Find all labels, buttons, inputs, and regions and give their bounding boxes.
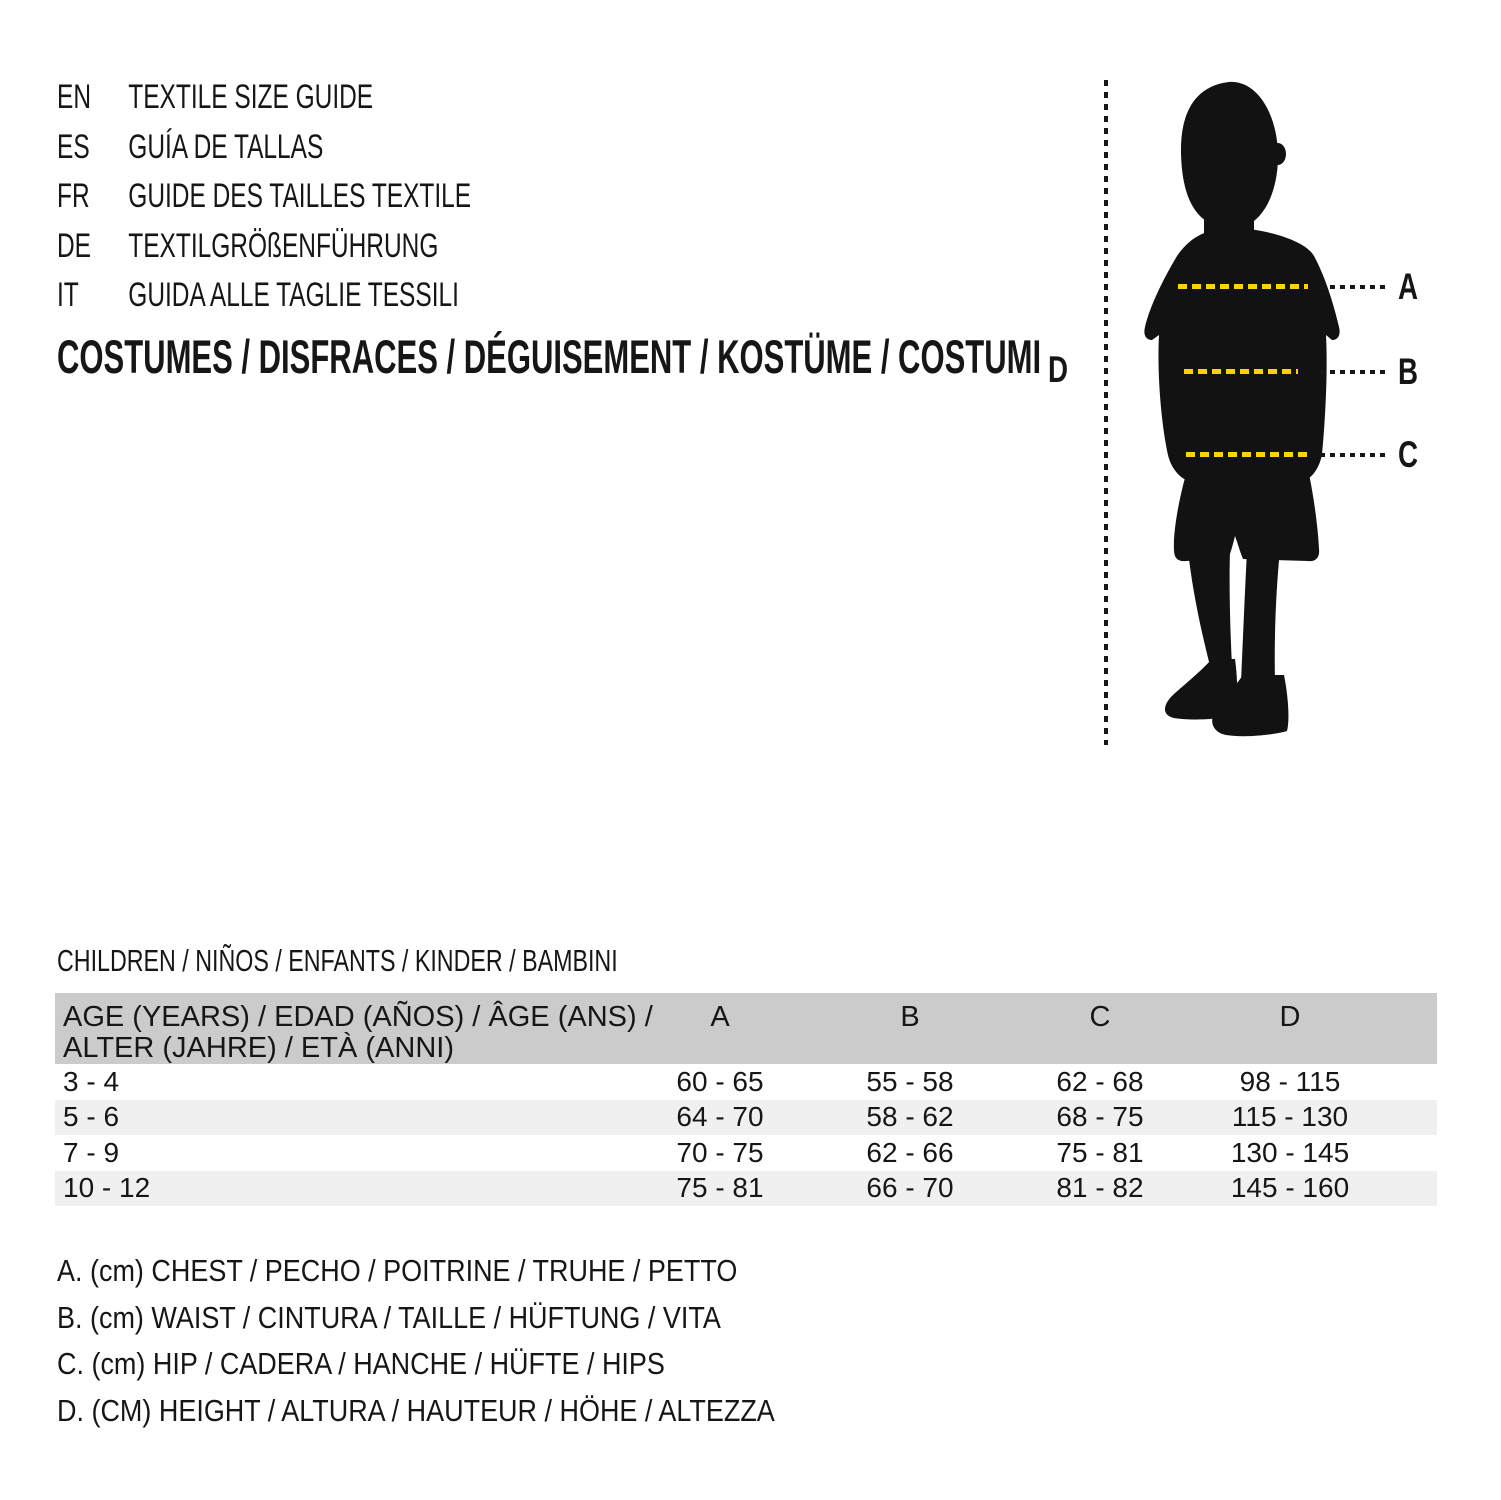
value-cell-b: 55 - 58 — [866, 1065, 954, 1097]
language-label: TEXTILE SIZE GUIDE — [128, 78, 374, 117]
language-code: DE — [57, 226, 92, 265]
legend-line-chest: A. (cm) CHEST / PECHO / POITRINE / TRUHE… — [57, 1253, 738, 1289]
measure-label-b: B — [1398, 351, 1419, 392]
value-cell-a: 75 - 81 — [676, 1172, 764, 1204]
table-header-row: AGE (YEARS) / EDAD (AÑOS) / ÂGE (ANS) / … — [55, 993, 1437, 1064]
measure-label-c: C — [1398, 434, 1419, 475]
value-cell-b: 66 - 70 — [866, 1172, 954, 1204]
chest-measure-line — [1178, 284, 1308, 289]
language-label: GUIDA ALLE TAGLIE TESSILI — [128, 276, 459, 315]
language-row-en: EN TEXTILE SIZE GUIDE — [57, 73, 471, 123]
value-cell-d: 145 - 160 — [1230, 1172, 1350, 1204]
height-measure-line — [1104, 80, 1108, 745]
age-cell: 3 - 4 — [63, 1065, 120, 1097]
column-header-a: A — [710, 1001, 730, 1033]
language-row-it: IT GUIDA ALLE TAGLIE TESSILI — [57, 271, 471, 321]
table-row: 3 - 4 60 - 65 55 - 58 62 - 68 98 - 115 — [55, 1064, 1437, 1100]
silhouette-head — [1180, 81, 1279, 221]
hip-measure-line — [1186, 452, 1310, 457]
language-code: EN — [57, 78, 92, 117]
waist-leader-line — [1320, 370, 1386, 374]
silhouette-left-leg — [1188, 550, 1232, 666]
age-cell: 5 - 6 — [63, 1101, 120, 1133]
value-cell-b: 58 - 62 — [866, 1101, 954, 1133]
measure-label-a: A — [1398, 266, 1419, 307]
age-header-line2: ALTER (JAHRE) / ETÀ (ANNI) — [63, 1032, 454, 1064]
language-code: IT — [57, 276, 79, 315]
chest-leader-line — [1320, 285, 1388, 289]
age-cell: 10 - 12 — [63, 1172, 151, 1204]
age-header-line1: AGE (YEARS) / EDAD (AÑOS) / ÂGE (ANS) / — [63, 1001, 653, 1033]
silhouette-right-shoe — [1212, 675, 1289, 737]
value-cell-b: 62 - 66 — [866, 1136, 954, 1168]
value-cell-c: 68 - 75 — [1056, 1101, 1144, 1133]
measurement-legend: A. (cm) CHEST / PECHO / POITRINE / TRUHE… — [57, 1248, 882, 1434]
table-row: 10 - 12 75 - 81 66 - 70 81 - 82 145 - 16… — [55, 1170, 1437, 1206]
waist-measure-line — [1184, 369, 1298, 374]
language-code: FR — [57, 177, 90, 216]
column-header-c: C — [1089, 1001, 1111, 1033]
silhouette-left-shoe — [1164, 659, 1238, 720]
value-cell-a: 60 - 65 — [676, 1065, 764, 1097]
table-row: 5 - 6 64 - 70 58 - 62 68 - 75 115 - 130 — [55, 1099, 1437, 1135]
silhouette-shorts — [1173, 474, 1320, 562]
legend-line-height: D. (CM) HEIGHT / ALTURA / HAUTEUR / HÖHE… — [57, 1392, 775, 1428]
language-row-de: DE TEXTILGRÖßENFÜHRUNG — [57, 222, 471, 272]
column-header-b: B — [900, 1001, 920, 1033]
legend-line-hip: C. (cm) HIP / CADERA / HANCHE / HÜFTE / … — [57, 1346, 665, 1382]
value-cell-d: 130 - 145 — [1230, 1136, 1350, 1168]
language-list: EN TEXTILE SIZE GUIDE ES GUÍA DE TALLAS … — [57, 73, 632, 321]
measure-label-d: D — [1048, 349, 1069, 390]
language-label: GUÍA DE TALLAS — [128, 127, 324, 166]
language-code: ES — [57, 127, 90, 166]
age-column-header: AGE (YEARS) / EDAD (AÑOS) / ÂGE (ANS) / … — [55, 1001, 653, 1064]
value-cell-c: 75 - 81 — [1056, 1136, 1144, 1168]
silhouette-right-leg — [1241, 550, 1280, 682]
legend-line-waist: B. (cm) WAIST / CINTURA / TAILLE / HÜFTU… — [57, 1299, 721, 1335]
value-cell-c: 62 - 68 — [1056, 1065, 1144, 1097]
table-row: 7 - 9 70 - 75 62 - 66 75 - 81 130 - 145 — [55, 1135, 1437, 1171]
size-table: AGE (YEARS) / EDAD (AÑOS) / ÂGE (ANS) / … — [55, 993, 1437, 1206]
language-label: TEXTILGRÖßENFÜHRUNG — [128, 226, 439, 265]
value-cell-a: 64 - 70 — [676, 1101, 764, 1133]
age-cell: 7 - 9 — [63, 1136, 120, 1168]
category-title: COSTUMES / DISFRACES / DÉGUISEMENT / KOS… — [57, 330, 1042, 383]
value-cell-a: 70 - 75 — [676, 1136, 764, 1168]
language-row-es: ES GUÍA DE TALLAS — [57, 123, 471, 173]
silhouette-torso — [1144, 227, 1340, 481]
language-row-fr: FR GUIDE DES TAILLES TEXTILE — [57, 172, 471, 222]
value-cell-c: 81 - 82 — [1056, 1172, 1144, 1204]
language-label: GUIDE DES TAILLES TEXTILE — [128, 177, 472, 216]
hip-leader-line — [1320, 453, 1388, 457]
value-cell-d: 98 - 115 — [1239, 1065, 1341, 1097]
column-header-d: D — [1279, 1001, 1301, 1033]
section-title-children: CHILDREN / NIÑOS / ENFANTS / KINDER / BA… — [57, 943, 618, 978]
child-silhouette-icon — [1144, 81, 1340, 737]
silhouette-nose — [1270, 143, 1286, 165]
value-cell-d: 115 - 130 — [1231, 1101, 1349, 1133]
